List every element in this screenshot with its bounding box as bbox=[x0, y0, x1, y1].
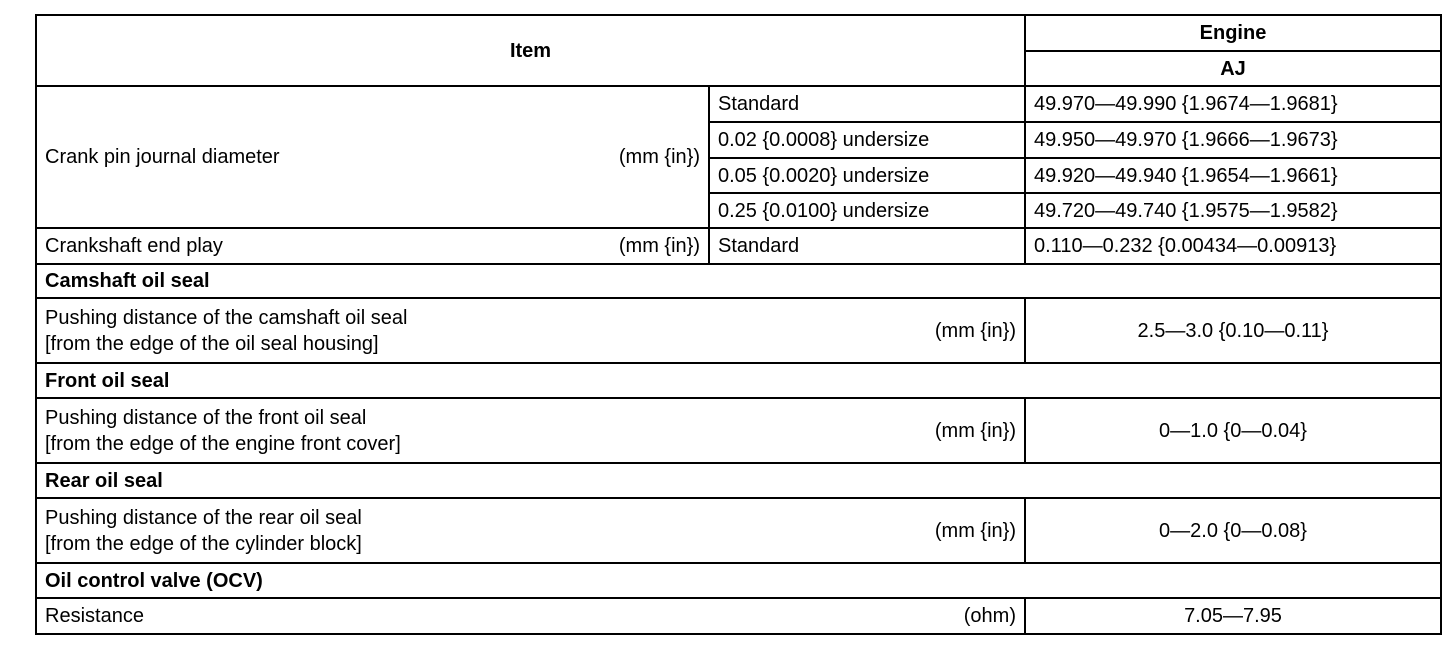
crank-pin-label: Crank pin journal diameter bbox=[45, 146, 280, 168]
spec-line: [from the edge of the oil seal housing] bbox=[45, 332, 379, 355]
unit: (mm {in}) bbox=[934, 519, 1016, 542]
crank-pin-cell: Crank pin journal diameter (mm {in}) bbox=[35, 85, 710, 229]
spec-cell: Pushing distance of the camshaft oil sea… bbox=[35, 297, 1026, 364]
condition: 0.05 {0.0020} undersize bbox=[708, 157, 1026, 194]
value: 0—2.0 {0—0.08} bbox=[1024, 497, 1442, 564]
header-engine-model: AJ bbox=[1024, 50, 1442, 87]
spec-table: Item Engine AJ Crank pin journal diamete… bbox=[35, 14, 1442, 635]
spec-line: Pushing distance of the camshaft oil sea… bbox=[45, 306, 408, 329]
value: 49.920—49.940 {1.9654—1.9661} bbox=[1024, 157, 1442, 194]
spec-line: [from the edge of the engine front cover… bbox=[45, 432, 401, 455]
section-title: Oil control valve (OCV) bbox=[35, 562, 1442, 599]
header-item: Item bbox=[35, 14, 1026, 87]
end-play-unit: (mm {in}) bbox=[618, 235, 700, 257]
value: 7.05—7.95 bbox=[1024, 597, 1442, 635]
value: 0—1.0 {0—0.04} bbox=[1024, 397, 1442, 464]
condition: Standard bbox=[708, 227, 1026, 265]
end-play-label: Crankshaft end play bbox=[45, 235, 223, 257]
unit: (ohm) bbox=[963, 605, 1016, 627]
value: 49.970—49.990 {1.9674—1.9681} bbox=[1024, 85, 1442, 123]
spec-cell: Resistance (ohm) bbox=[35, 597, 1026, 635]
unit: (mm {in}) bbox=[934, 319, 1016, 342]
spec-line: Pushing distance of the front oil seal bbox=[45, 406, 367, 429]
spec-line: [from the edge of the cylinder block] bbox=[45, 532, 362, 555]
crank-pin-unit: (mm {in}) bbox=[618, 146, 700, 168]
header-engine: Engine bbox=[1024, 14, 1442, 52]
end-play-cell: Crankshaft end play (mm {in}) bbox=[35, 227, 710, 265]
condition: Standard bbox=[708, 85, 1026, 123]
unit: (mm {in}) bbox=[934, 419, 1016, 442]
spec-cell: Pushing distance of the front oil seal [f… bbox=[35, 397, 1026, 464]
condition: 0.02 {0.0008} undersize bbox=[708, 121, 1026, 159]
condition: 0.25 {0.0100} undersize bbox=[708, 192, 1026, 229]
value: 49.720—49.740 {1.9575—1.9582} bbox=[1024, 192, 1442, 229]
value: 49.950—49.970 {1.9666—1.9673} bbox=[1024, 121, 1442, 159]
resistance-label: Resistance bbox=[45, 605, 144, 627]
spec-cell: Pushing distance of the rear oil seal [fr… bbox=[35, 497, 1026, 564]
section-title: Camshaft oil seal bbox=[35, 263, 1442, 299]
value: 0.110—0.232 {0.00434—0.00913} bbox=[1024, 227, 1442, 265]
value: 2.5—3.0 {0.10—0.11} bbox=[1024, 297, 1442, 364]
section-title: Rear oil seal bbox=[35, 462, 1442, 499]
spec-line: Pushing distance of the rear oil seal bbox=[45, 506, 362, 529]
section-title: Front oil seal bbox=[35, 362, 1442, 399]
